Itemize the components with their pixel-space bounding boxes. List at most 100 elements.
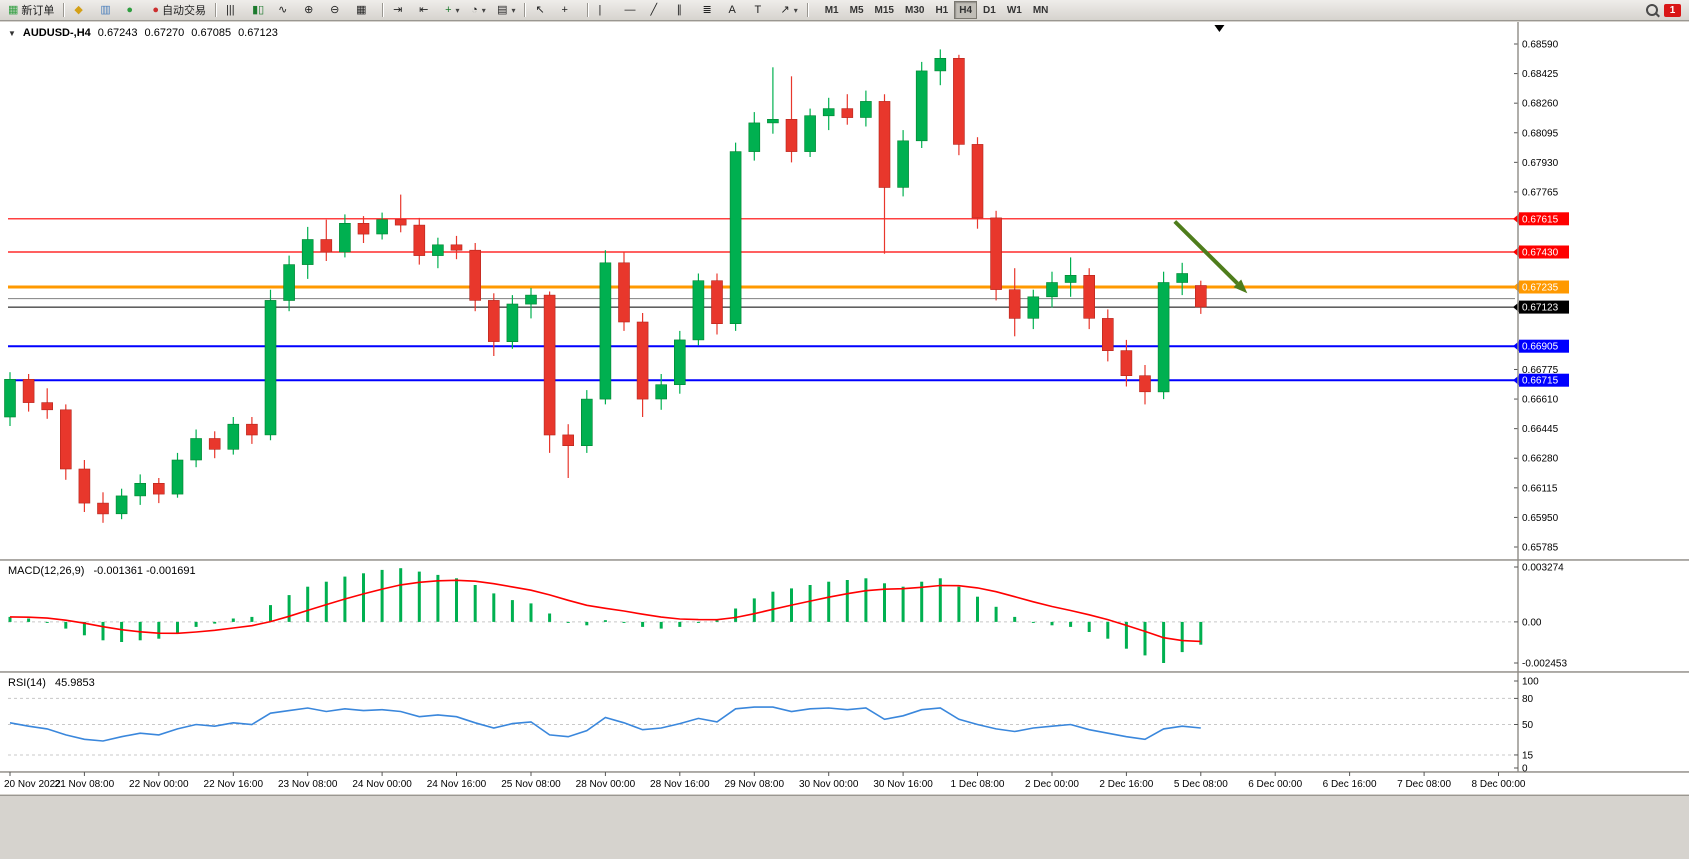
crosshair-button[interactable]: + [557,1,582,20]
bar-chart-icon: ||| [226,3,235,16]
svg-text:0.66775: 0.66775 [1522,365,1559,376]
svg-text:24 Nov 00:00: 24 Nov 00:00 [352,779,412,790]
auto-scroll-icon: ⇥ [393,3,403,16]
tile-windows-button[interactable]: ▦ [352,1,377,20]
timeframe-buttons: M1 M5 M15 M30 H1 H4 D1 W1 MN [820,1,1054,19]
svg-text:0.68095: 0.68095 [1522,128,1559,139]
quote-open: 0.67243 [97,27,138,39]
macd-values: -0.001361 -0.001691 [93,565,196,577]
autotrading-button[interactable]: ● 自动交易 [148,1,210,20]
cursor-icon: ↖ [535,3,545,16]
crosshair-icon: + [561,3,568,16]
svg-text:80: 80 [1522,694,1534,705]
svg-text:24 Nov 16:00: 24 Nov 16:00 [427,779,487,790]
svg-text:0: 0 [1522,764,1528,775]
rsi-title: RSI(14) [8,677,46,689]
arrows-icon: ↗ [780,3,790,16]
svg-text:2 Dec 16:00: 2 Dec 16:00 [1099,779,1153,790]
line-chart-button[interactable]: ∿ [274,1,299,20]
new-order-label: 新订单 [21,5,55,17]
equidistant-channel-button[interactable]: ∥ [672,1,697,20]
timeframe-m1-button[interactable]: M1 [824,4,839,16]
candlestick-chart-button[interactable]: ▮▯ [248,1,273,20]
bar-chart-button[interactable]: ||| [222,1,247,20]
auto-scroll-button[interactable]: ⇥ [389,1,414,20]
horizontal-line-icon: — [624,3,636,16]
timeframe-m15-button[interactable]: M15 [874,4,894,16]
arrows-dropdown-icon[interactable]: ▾ [793,5,798,15]
svg-text:0.66445: 0.66445 [1522,424,1559,435]
rsi-pane-label: RSI(14) 45.9853 [8,677,95,689]
chart-title: AUDUSD-,H4 [22,27,91,39]
mql5-button[interactable]: ◆ [70,1,95,20]
text-label-icon: T [754,3,762,16]
chart-windows-button[interactable]: ▥ [96,1,121,20]
timeframe-m30-button[interactable]: M30 [904,4,925,16]
quote-low: 0.67085 [191,27,232,39]
chart-collapse-icon[interactable]: ▼ [8,28,16,38]
market-button[interactable]: ● [122,1,147,20]
chart-canvas[interactable]: 0.68590 0.68425 0.68260 0.68095 0.67930 0.677… [0,22,1689,794]
svg-text:0.66610: 0.66610 [1522,395,1559,406]
svg-text:21 Nov 08:00: 21 Nov 08:00 [55,779,115,790]
horizontal-line-button[interactable]: — [620,1,645,20]
svg-text:28 Nov 00:00: 28 Nov 00:00 [576,779,636,790]
notification-badge[interactable]: 1 [1664,3,1681,17]
chart-window[interactable]: 0.68590 0.68425 0.68260 0.68095 0.67930 0.677… [0,22,1689,794]
indicators-dropdown-icon[interactable]: ▾ [455,5,460,15]
svg-text:15: 15 [1522,751,1534,762]
autotrading-icon: ● [152,3,160,16]
rsi-value: 45.9853 [54,677,95,689]
timeframe-w1-button[interactable]: W1 [1006,4,1022,16]
templates-dropdown-icon[interactable]: ▾ [511,5,516,15]
svg-text:20 Nov 2022: 20 Nov 2022 [4,779,61,790]
macd-pane-label: MACD(12,26,9) -0.001361 -0.001691 [8,565,196,577]
cursor-button[interactable]: ↖ [531,1,556,20]
periods-icon: ◔ [471,3,478,16]
mql5-icon: ◆ [74,3,83,16]
vertical-line-icon: | [598,3,602,16]
timeframe-mn-button[interactable]: MN [1032,4,1049,16]
timeframe-h1-button[interactable]: H1 [935,4,949,16]
chart-shift-button[interactable]: ⇤ [415,1,440,20]
svg-text:1 Dec 08:00: 1 Dec 08:00 [951,779,1005,790]
window-bottom-area [0,795,1689,859]
zoom-in-button[interactable]: ⊕ [300,1,325,20]
search-icon[interactable] [1646,4,1658,16]
macd-title: MACD(12,26,9) [8,565,85,577]
periods-button[interactable]: ◔ ▾ [467,1,492,20]
svg-text:8 Dec 00:00: 8 Dec 00:00 [1472,779,1526,790]
svg-text:25 Nov 08:00: 25 Nov 08:00 [501,779,561,790]
line-chart-icon: ∿ [278,3,288,16]
timeframe-d1-button[interactable]: D1 [983,4,996,16]
text-button[interactable]: A [724,1,749,20]
svg-text:28 Nov 16:00: 28 Nov 16:00 [650,779,710,790]
toolbar-right: 1 [1646,3,1685,17]
toolbar-separator [806,3,809,17]
timeframe-m5-button[interactable]: M5 [849,4,864,16]
svg-text:0.68590: 0.68590 [1522,40,1559,51]
new-order-button[interactable]: ▦ 新订单 [4,1,58,20]
text-label-button[interactable]: T [750,1,775,20]
toolbar-separator [382,3,385,17]
trendline-button[interactable]: ╱ [646,1,671,20]
svg-text:0.66115: 0.66115 [1522,483,1558,494]
svg-text:50: 50 [1522,720,1534,731]
fibonacci-button[interactable]: ≣ [698,1,723,20]
svg-text:0.003274: 0.003274 [1522,563,1564,574]
svg-text:30 Nov 16:00: 30 Nov 16:00 [873,779,933,790]
quote-high: 0.67270 [144,27,185,39]
timeframe-h4-button[interactable]: H4 [954,1,978,19]
trendline-icon: ╱ [650,3,658,16]
zoom-out-button[interactable]: ⊖ [326,1,351,20]
toolbar-separator [215,3,218,17]
autotrading-label: 自动交易 [162,5,207,17]
toolbar: ▦ 新订单 ◆ ▥ ● ● 自动交易 ||| ▮▯ ∿ ⊕ ⊖ ▦ ⇥ ⇤ + ▾ ◔ ▾ ▤ ▾ ↖ + | — ╱ ∥ ≣ A T ↗ ▾… [0,0,1689,21]
indicators-button[interactable]: + ▾ [441,1,466,20]
templates-button[interactable]: ▤ ▾ [493,1,519,20]
svg-text:-0.002453: -0.002453 [1522,659,1567,670]
vertical-line-button[interactable]: | [594,1,619,20]
arrows-button[interactable]: ↗ ▾ [776,1,801,20]
svg-text:23 Nov 08:00: 23 Nov 08:00 [278,779,338,790]
periods-dropdown-icon[interactable]: ▾ [481,5,486,15]
